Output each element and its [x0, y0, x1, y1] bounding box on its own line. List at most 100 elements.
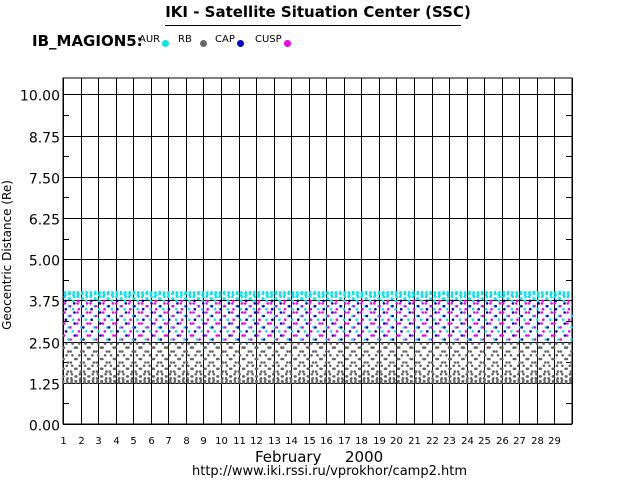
orbit-point — [418, 378, 422, 382]
orbit-point — [399, 307, 403, 311]
orbit-point — [315, 372, 319, 376]
orbit-point — [381, 299, 385, 303]
orbit-point — [569, 370, 573, 373]
orbit-point — [515, 299, 519, 303]
orbit-point — [490, 318, 494, 322]
orbit-point — [127, 334, 130, 337]
orbit-point — [181, 354, 184, 357]
orbit-point — [139, 375, 143, 378]
orbit-point — [141, 299, 145, 303]
orbit-point — [67, 326, 70, 329]
orbit-point — [443, 326, 446, 329]
orbit-point — [328, 378, 332, 382]
orbit-point — [107, 326, 111, 329]
orbit-point — [191, 357, 194, 361]
orbit-point — [234, 326, 238, 329]
orbit-point — [548, 364, 551, 368]
orbit-point — [138, 346, 141, 349]
orbit-point — [370, 346, 374, 349]
orbit-point — [421, 334, 425, 337]
orbit-point — [311, 380, 314, 384]
orbit-point — [477, 307, 480, 311]
x-tick-label: 13 — [268, 436, 281, 447]
orbit-point — [335, 307, 339, 311]
orbit-point — [489, 293, 493, 297]
orbit-point — [193, 307, 197, 311]
orbit-point — [523, 307, 526, 311]
orbit-point — [343, 291, 347, 295]
orbit-point — [171, 297, 175, 300]
orbit-point — [485, 302, 489, 305]
orbit-point — [394, 318, 397, 322]
orbit-point — [353, 350, 356, 353]
orbit-point — [464, 307, 468, 311]
x-tick-label: 22 — [426, 436, 439, 447]
orbit-point — [279, 291, 282, 295]
orbit-point — [471, 342, 474, 345]
orbit-point — [484, 330, 487, 333]
orbit-point — [361, 330, 365, 333]
orbit-point — [410, 346, 414, 349]
orbit-point — [436, 357, 440, 361]
orbit-point — [380, 381, 383, 384]
orbit-point — [257, 299, 261, 303]
orbit-point — [304, 307, 307, 311]
orbit-point — [490, 342, 494, 345]
orbit-point — [176, 311, 179, 314]
orbit-point — [194, 354, 197, 357]
orbit-point — [219, 318, 223, 322]
orbit-point — [143, 372, 146, 376]
orbit-point — [70, 378, 74, 382]
orbit-point — [498, 295, 502, 299]
orbit-point — [466, 350, 470, 353]
orbit-point — [260, 350, 264, 353]
orbit-point — [313, 292, 317, 296]
orbit-point — [567, 299, 570, 303]
orbit-point — [113, 379, 117, 383]
orbit-point — [245, 307, 248, 311]
orbit-point — [198, 370, 202, 373]
orbit-point — [441, 350, 444, 353]
orbit-point — [119, 292, 123, 296]
orbit-point — [218, 311, 221, 314]
orbit-point — [529, 364, 533, 368]
orbit-point — [354, 378, 358, 382]
orbit-point — [65, 364, 68, 368]
orbit-point — [310, 364, 314, 368]
orbit-point — [155, 318, 158, 322]
orbit-point — [255, 367, 259, 371]
orbit-point — [329, 307, 333, 311]
orbit-point — [513, 379, 516, 383]
orbit-point — [92, 361, 96, 364]
orbit-point — [150, 311, 154, 314]
orbit-point — [453, 380, 456, 384]
orbit-point — [206, 307, 209, 311]
orbit-point — [109, 354, 113, 357]
orbit-point — [162, 291, 166, 295]
orbit-point — [335, 293, 338, 297]
orbit-point — [387, 354, 391, 357]
orbit-point — [387, 307, 390, 311]
orbit-point — [250, 370, 253, 373]
orbit-point — [170, 338, 173, 341]
orbit-point — [324, 377, 327, 380]
orbit-point — [533, 314, 536, 318]
orbit-point — [240, 295, 244, 299]
orbit-point — [292, 311, 296, 314]
orbit-point — [440, 370, 444, 373]
orbit-point — [503, 342, 507, 345]
orbit-point — [232, 307, 235, 311]
orbit-point — [429, 297, 433, 300]
orbit-point — [382, 295, 386, 299]
orbit-point — [304, 291, 308, 295]
orbit-point — [527, 334, 530, 337]
orbit-point — [243, 357, 246, 361]
x-tick-label: 25 — [478, 436, 491, 447]
orbit-point — [483, 364, 487, 368]
orbit-point — [411, 311, 415, 314]
orbit-point — [309, 318, 313, 322]
orbit-point — [344, 322, 347, 325]
orbit-point — [520, 297, 523, 300]
orbit-point — [349, 372, 353, 376]
orbit-point — [232, 318, 235, 322]
